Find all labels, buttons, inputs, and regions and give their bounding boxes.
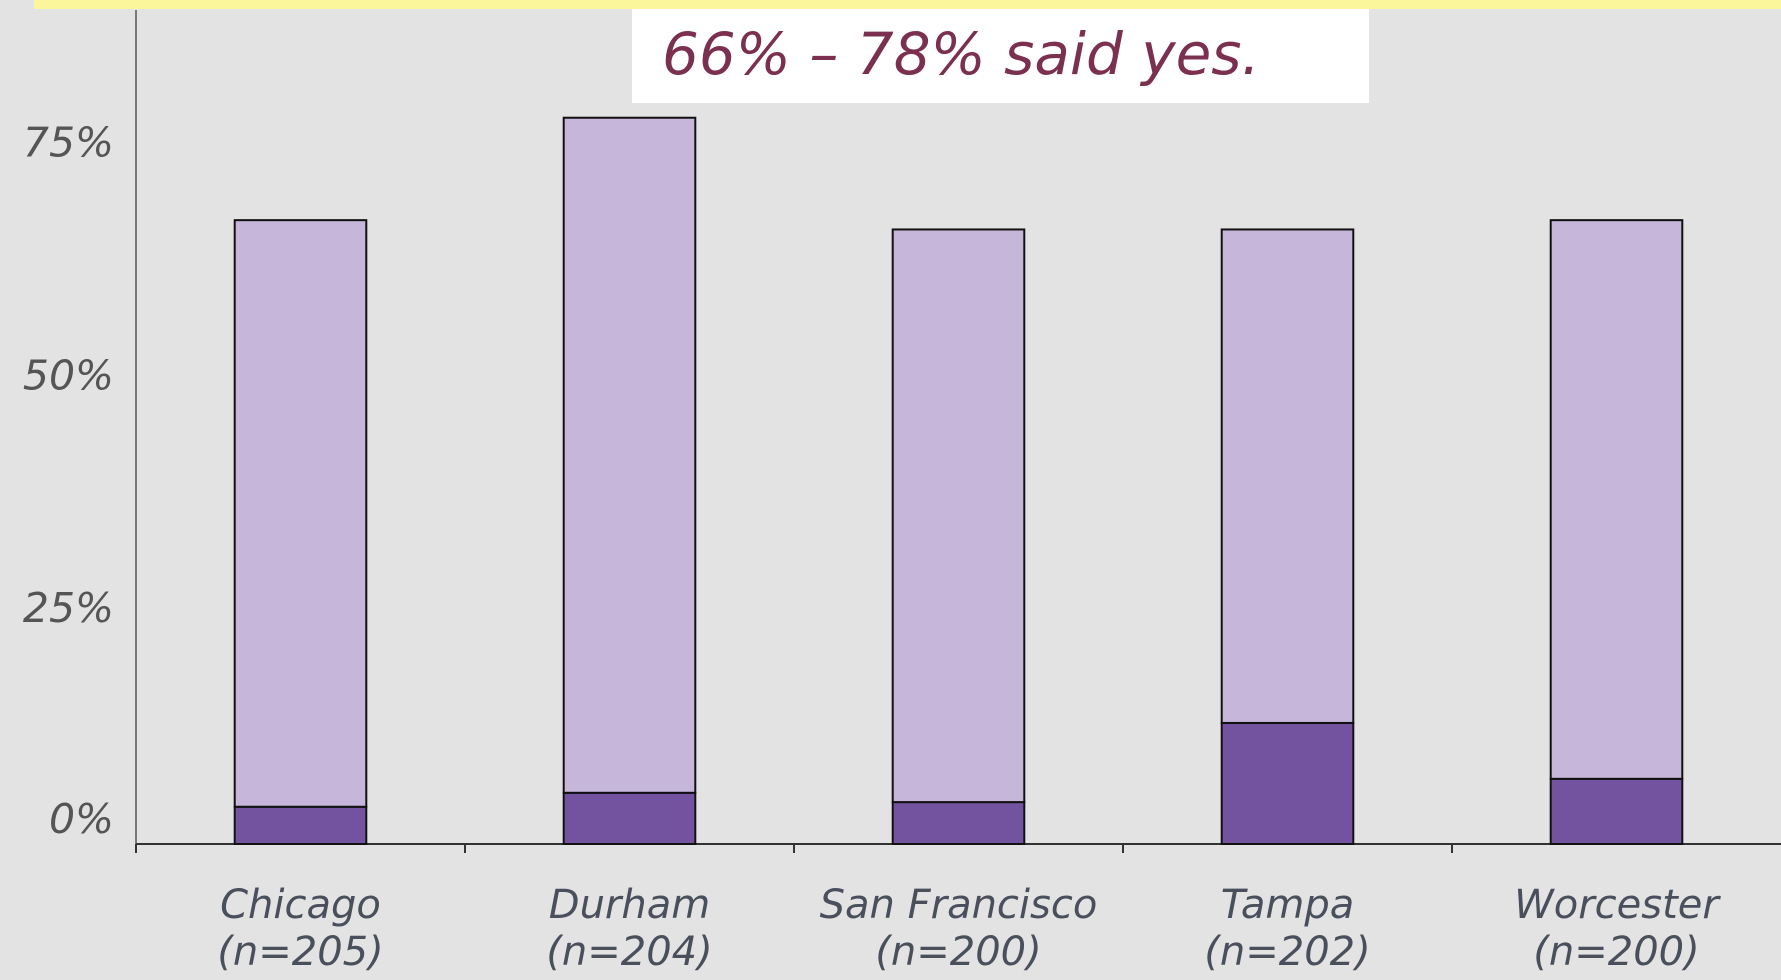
y-tick-label: 25% <box>23 584 114 632</box>
x-tick-label: (n=200) <box>875 929 1041 975</box>
bar-segment <box>1549 777 1684 845</box>
x-tick-label: Chicago <box>220 882 381 928</box>
x-tick-label: (n=200) <box>1533 929 1699 975</box>
bar-segment <box>233 805 368 845</box>
x-tick-label: (n=205) <box>217 929 383 975</box>
bar-segment <box>1220 721 1355 846</box>
top-strip <box>34 0 1781 9</box>
x-tick-label: (n=202) <box>1204 929 1370 975</box>
bar-segment <box>891 228 1026 804</box>
y-tick-label: 75% <box>23 119 114 167</box>
x-tick-label: Durham <box>549 882 710 928</box>
annotation-box <box>632 9 1369 103</box>
y-tick-label: 50% <box>23 351 114 399</box>
x-tick-label: (n=204) <box>546 929 712 975</box>
bar-segment <box>891 801 1026 845</box>
bar-segment <box>562 116 697 794</box>
bar-segment <box>1220 228 1355 724</box>
x-tick-label: Tampa <box>1221 882 1355 928</box>
annotation: 66% – 78% said yes. <box>662 20 1260 88</box>
bar-segment <box>562 791 697 845</box>
y-tick-label: 0% <box>49 795 114 843</box>
bar-segment <box>1549 219 1684 780</box>
x-tick-label: San Francisco <box>820 882 1098 928</box>
bar-segment <box>233 219 368 808</box>
x-tick-label: Worcester <box>1514 882 1721 928</box>
